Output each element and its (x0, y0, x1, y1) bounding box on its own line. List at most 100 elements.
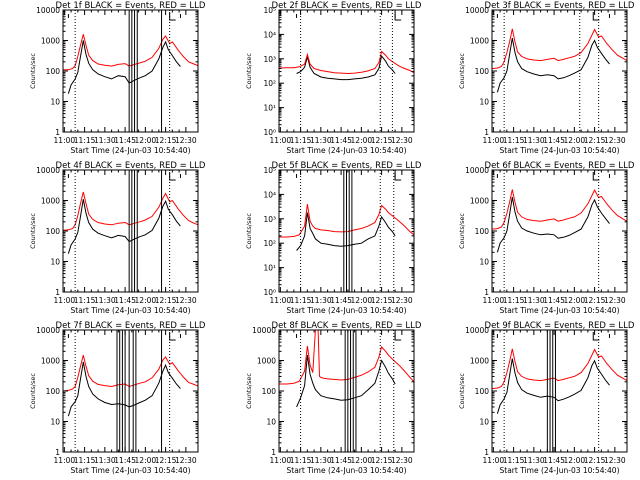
x-tick-label: 12:30 (391, 456, 413, 465)
y-axis-label: Counts/sec (245, 373, 253, 409)
y-tick-label: 100 (46, 227, 61, 236)
interval-marker (394, 12, 402, 21)
y-tick-label: 1000 (257, 357, 276, 366)
detector-panel-1: 1 10 100 1000 10000 11:0011:1511:3011:4512:00… (29, 1, 206, 155)
y-tick-label: 10 (479, 98, 489, 107)
interval-marker (592, 332, 600, 341)
plot-frame (62, 9, 199, 133)
series-line-events (496, 358, 610, 414)
x-tick-label: 11:30 (523, 136, 545, 145)
x-axis-label: Start Time (24-Jun-03 10:54:40) (71, 146, 191, 155)
x-tick-label: 12:30 (604, 296, 626, 305)
y-axis-label: Counts/sec (29, 373, 37, 409)
x-tick-label: 12:15 (584, 456, 606, 465)
interval-marker (169, 172, 176, 181)
x-tick-label: 11:45 (114, 136, 136, 145)
y-tick-label: 10000 (36, 6, 60, 15)
x-tick-label: 12:00 (564, 456, 586, 465)
y-tick-label: 10² (263, 79, 276, 88)
x-tick-label: 11:30 (94, 456, 116, 465)
x-tick-label: 11:00 (54, 296, 76, 305)
x-tick-label: 11:15 (290, 296, 312, 305)
x-tick-label: 11:00 (54, 456, 76, 465)
y-tick-label: 10 (50, 418, 60, 427)
x-tick-label: 12:30 (175, 456, 197, 465)
x-axis-label: Start Time (24-Jun-03 10:54:40) (71, 306, 191, 315)
x-tick-label: 11:45 (543, 456, 565, 465)
x-tick-label: 11:45 (543, 136, 565, 145)
x-tick-label: 12:00 (135, 296, 157, 305)
detector-panel-3: 1 10 100 1000 10000 11:0011:1511:3011:4512:00… (458, 1, 635, 155)
x-tick-label: 11:30 (523, 296, 545, 305)
interval-marker (394, 172, 402, 181)
y-tick-label: 1000 (470, 357, 489, 366)
y-tick-label: 10⁰ (263, 288, 276, 297)
x-axis-label: Start Time (24-Jun-03 10:54:40) (500, 306, 620, 315)
y-tick-label: 10000 (252, 326, 276, 335)
y-tick-label: 1 (271, 448, 276, 457)
interval-marker (592, 12, 600, 21)
series-line-lld (492, 28, 627, 70)
detector-panel-2: 10⁰10¹10²10³10⁴10⁵11:0011:1511:3011:4512… (245, 1, 422, 155)
series-line-events (496, 196, 610, 253)
detector-panel-6: 1 10 100 1000 10000 11:0011:1511:3011:4512:00… (458, 161, 635, 315)
x-tick-label: 11:15 (74, 296, 96, 305)
x-tick-label: 12:15 (155, 136, 177, 145)
plot-frame (62, 169, 199, 293)
interval-marker (169, 332, 176, 341)
x-tick-label: 11:15 (503, 136, 525, 145)
plot-frame (491, 9, 628, 133)
y-axis-label: Counts/sec (245, 53, 253, 89)
x-tick-label: 11:00 (483, 456, 505, 465)
x-tick-label: 12:15 (155, 456, 177, 465)
x-tick-label: 12:15 (371, 296, 393, 305)
detector-panel-4: 1 10 100 1000 10000 11:0011:1511:3011:4512:00… (29, 161, 206, 315)
y-tick-label: 1 (55, 448, 60, 457)
y-tick-label: 10000 (465, 326, 489, 335)
panel-title: Det 1f BLACK = Events, RED = LLD (56, 1, 206, 11)
y-tick-label: 10² (263, 239, 276, 248)
y-tick-label: 10⁵ (263, 166, 276, 175)
x-tick-label: 11:15 (74, 136, 96, 145)
panel-title: Det 5f BLACK = Events, RED = LLD (272, 161, 422, 171)
x-tick-label: 11:15 (290, 456, 312, 465)
panel-title: Det 4f BLACK = Events, RED = LLD (56, 161, 206, 171)
y-tick-label: 10³ (263, 215, 276, 224)
x-tick-label: 12:30 (604, 136, 626, 145)
y-tick-label: 1000 (41, 37, 60, 46)
y-tick-label: 10 (479, 418, 489, 427)
y-tick-label: 10 (50, 258, 60, 267)
panel-title: Det 6f BLACK = Events, RED = LLD (485, 161, 635, 171)
x-tick-label: 11:30 (310, 296, 332, 305)
y-tick-label: 10¹ (263, 104, 276, 113)
x-tick-label: 11:00 (270, 136, 292, 145)
y-tick-label: 10⁴ (263, 30, 276, 39)
x-tick-label: 12:30 (604, 456, 626, 465)
plot-frame (491, 329, 628, 453)
x-tick-label: 11:15 (503, 456, 525, 465)
y-tick-label: 10000 (36, 326, 60, 335)
y-axis-label: Counts/sec (458, 213, 466, 249)
y-tick-label: 1 (484, 448, 489, 457)
x-tick-label: 11:45 (330, 296, 352, 305)
interval-marker (169, 12, 176, 21)
x-tick-label: 11:00 (483, 136, 505, 145)
x-tick-label: 12:00 (564, 296, 586, 305)
y-tick-label: 10 (266, 418, 276, 427)
x-tick-label: 12:00 (135, 456, 157, 465)
series-line-lld (279, 50, 414, 75)
x-tick-label: 11:45 (330, 136, 352, 145)
x-tick-label: 12:15 (371, 136, 393, 145)
panel-title: Det 2f BLACK = Events, RED = LLD (272, 1, 422, 11)
y-tick-label: 100 (475, 67, 490, 76)
y-tick-label: 10 (50, 98, 60, 107)
plot-frame (491, 169, 628, 293)
x-tick-label: 12:00 (564, 136, 586, 145)
x-tick-label: 12:00 (351, 456, 373, 465)
detector-panel-7: 1 10 100 1000 10000 11:0011:1511:3011:4512:00… (29, 321, 206, 475)
y-tick-label: 10000 (465, 6, 489, 15)
x-tick-label: 11:45 (543, 296, 565, 305)
y-tick-label: 100 (46, 387, 61, 396)
x-tick-label: 11:00 (483, 296, 505, 305)
x-tick-label: 11:30 (310, 456, 332, 465)
